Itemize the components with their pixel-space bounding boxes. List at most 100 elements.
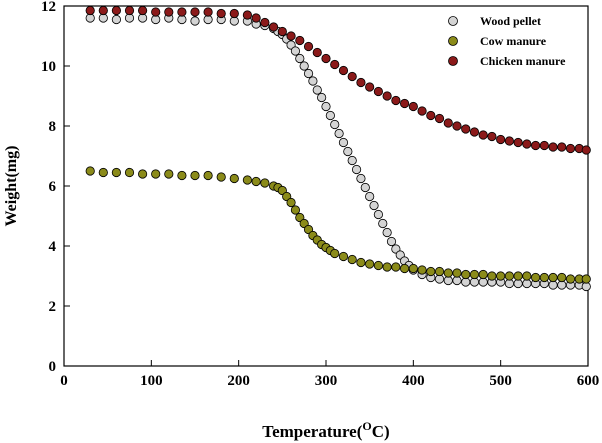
point [190, 16, 200, 26]
point [330, 119, 340, 130]
point [286, 197, 296, 208]
point [426, 110, 436, 121]
x-tick-label-2: 200 [227, 373, 250, 389]
point [478, 269, 488, 280]
point [365, 82, 375, 92]
y-tick-label-2: 4 [49, 239, 57, 255]
point [373, 209, 383, 220]
point [325, 110, 335, 121]
point [343, 146, 353, 157]
legend-marker-2 [448, 56, 458, 66]
legend: Wood pellet Cow manure Chicken manure [448, 14, 566, 68]
point [452, 121, 462, 131]
point [229, 173, 239, 184]
point [124, 5, 135, 16]
point [496, 271, 506, 281]
point [330, 59, 340, 70]
point [268, 22, 279, 32]
point [330, 248, 340, 259]
point [417, 265, 427, 275]
point [391, 262, 401, 272]
point [365, 191, 375, 202]
point [386, 236, 397, 247]
point [317, 92, 327, 103]
series-cow-manure [85, 166, 591, 284]
point [365, 259, 375, 269]
point [321, 53, 331, 64]
y-tick-label-3: 6 [49, 179, 57, 195]
y-tick-label-4: 8 [49, 119, 57, 135]
legend-marker-0 [448, 16, 458, 26]
point [308, 76, 318, 86]
point [124, 167, 135, 178]
point [151, 7, 161, 17]
point [565, 274, 576, 284]
point [277, 26, 287, 37]
point [164, 7, 174, 17]
point [434, 266, 445, 277]
point [504, 271, 514, 281]
point [426, 266, 436, 277]
point [338, 137, 349, 148]
point [111, 5, 122, 16]
point [408, 101, 418, 112]
point [478, 130, 488, 140]
point [286, 31, 296, 41]
point [260, 178, 270, 188]
point [504, 136, 514, 146]
point [242, 10, 252, 20]
point [461, 124, 471, 134]
point [382, 227, 392, 238]
point [382, 262, 392, 272]
point [417, 106, 427, 116]
point [203, 7, 213, 17]
point [347, 254, 357, 265]
legend-label-0: Wood pellet [480, 14, 541, 28]
point [496, 134, 506, 145]
point [338, 251, 349, 262]
x-axis-title: Temperature(OC) [262, 419, 389, 441]
legend-marker-1 [448, 36, 458, 46]
point [85, 166, 95, 176]
point [581, 274, 591, 284]
point [190, 170, 200, 181]
point [452, 268, 462, 278]
point [299, 61, 309, 71]
y-tick-label-6: 12 [41, 0, 56, 15]
point [530, 140, 541, 151]
point [242, 175, 252, 185]
point [539, 140, 549, 151]
point [347, 71, 357, 82]
point [312, 47, 322, 58]
axis-ticks: 0 100 200 300 400 500 600 0 2 4 6 8 10 12 [41, 0, 599, 389]
x-tick-label-5: 500 [489, 373, 512, 389]
point [216, 8, 226, 19]
point [138, 5, 148, 16]
point [356, 173, 366, 184]
x-tick-label-1: 100 [140, 373, 163, 389]
point [356, 77, 366, 88]
point [469, 269, 480, 280]
point [373, 86, 383, 97]
x-tick-label-6: 600 [577, 373, 600, 389]
y-axis-title: Weight(mg) [3, 146, 20, 227]
point [469, 127, 480, 137]
x-tick-label-4: 400 [402, 373, 425, 389]
point [111, 167, 122, 178]
point [557, 272, 567, 283]
point [216, 172, 226, 182]
point [347, 155, 357, 166]
series-layer [85, 5, 591, 292]
point [164, 169, 174, 179]
y-tick-label-0: 0 [49, 359, 57, 375]
point [98, 167, 108, 178]
point [251, 13, 261, 23]
point [548, 142, 558, 152]
point [111, 14, 122, 25]
point [548, 272, 558, 283]
point [351, 164, 362, 175]
point [290, 205, 301, 215]
point [581, 145, 591, 155]
point [203, 170, 213, 181]
